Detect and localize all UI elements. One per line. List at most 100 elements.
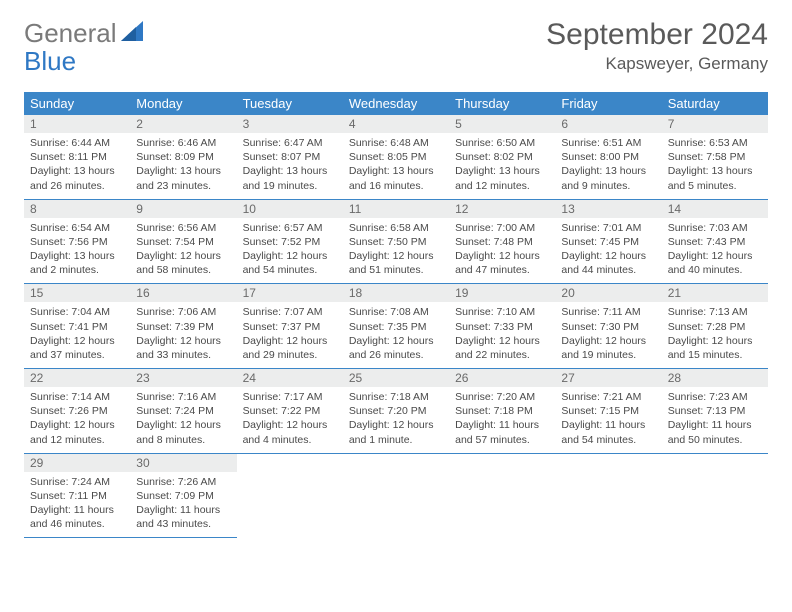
daylight-line2: and 15 minutes. (668, 348, 762, 362)
sunset-text: Sunset: 7:56 PM (30, 235, 124, 249)
calendar-cell: 5Sunrise: 6:50 AMSunset: 8:02 PMDaylight… (449, 115, 555, 199)
sunset-text: Sunset: 7:22 PM (243, 404, 337, 418)
sunset-text: Sunset: 7:48 PM (455, 235, 549, 249)
calendar-cell: 18Sunrise: 7:08 AMSunset: 7:35 PMDayligh… (343, 284, 449, 369)
calendar-cell: 14Sunrise: 7:03 AMSunset: 7:43 PMDayligh… (662, 199, 768, 284)
brand-part2-wrap: Blue (24, 46, 76, 77)
day-details: Sunrise: 7:20 AMSunset: 7:18 PMDaylight:… (449, 387, 555, 453)
daylight-line2: and 8 minutes. (136, 433, 230, 447)
day-number: 23 (130, 369, 236, 387)
day-details: Sunrise: 6:47 AMSunset: 8:07 PMDaylight:… (237, 133, 343, 199)
sunrise-text: Sunrise: 7:26 AM (136, 475, 230, 489)
day-number: 12 (449, 200, 555, 218)
day-details: Sunrise: 7:21 AMSunset: 7:15 PMDaylight:… (555, 387, 661, 453)
weekday-header: Wednesday (343, 92, 449, 115)
day-number: 3 (237, 115, 343, 133)
sunset-text: Sunset: 7:43 PM (668, 235, 762, 249)
sunrise-text: Sunrise: 7:18 AM (349, 390, 443, 404)
day-details: Sunrise: 7:26 AMSunset: 7:09 PMDaylight:… (130, 472, 236, 538)
daylight-line1: Daylight: 11 hours (561, 418, 655, 432)
sunrise-text: Sunrise: 7:07 AM (243, 305, 337, 319)
day-number: 13 (555, 200, 661, 218)
daylight-line1: Daylight: 12 hours (243, 249, 337, 263)
sunset-text: Sunset: 7:11 PM (30, 489, 124, 503)
calendar-cell: 30Sunrise: 7:26 AMSunset: 7:09 PMDayligh… (130, 453, 236, 538)
day-number: 15 (24, 284, 130, 302)
weekday-header: Sunday (24, 92, 130, 115)
daylight-line2: and 16 minutes. (349, 179, 443, 193)
calendar-cell: 27Sunrise: 7:21 AMSunset: 7:15 PMDayligh… (555, 369, 661, 454)
daylight-line2: and 19 minutes. (561, 348, 655, 362)
daylight-line1: Daylight: 13 hours (30, 249, 124, 263)
sunrise-text: Sunrise: 7:21 AM (561, 390, 655, 404)
weekday-header: Tuesday (237, 92, 343, 115)
sunset-text: Sunset: 7:09 PM (136, 489, 230, 503)
sunset-text: Sunset: 8:05 PM (349, 150, 443, 164)
day-details: Sunrise: 7:18 AMSunset: 7:20 PMDaylight:… (343, 387, 449, 453)
brand-part1: General (24, 18, 117, 49)
sunrise-text: Sunrise: 7:08 AM (349, 305, 443, 319)
daylight-line2: and 51 minutes. (349, 263, 443, 277)
day-number: 30 (130, 454, 236, 472)
sunset-text: Sunset: 7:52 PM (243, 235, 337, 249)
daylight-line1: Daylight: 13 hours (243, 164, 337, 178)
daylight-line1: Daylight: 12 hours (30, 418, 124, 432)
daylight-line1: Daylight: 12 hours (136, 334, 230, 348)
daylight-line2: and 19 minutes. (243, 179, 337, 193)
calendar-cell: 22Sunrise: 7:14 AMSunset: 7:26 PMDayligh… (24, 369, 130, 454)
daylight-line1: Daylight: 12 hours (455, 334, 549, 348)
day-number: 24 (237, 369, 343, 387)
daylight-line1: Daylight: 11 hours (30, 503, 124, 517)
daylight-line1: Daylight: 11 hours (668, 418, 762, 432)
sunset-text: Sunset: 8:09 PM (136, 150, 230, 164)
day-details: Sunrise: 7:11 AMSunset: 7:30 PMDaylight:… (555, 302, 661, 368)
sunset-text: Sunset: 8:11 PM (30, 150, 124, 164)
weekday-header: Thursday (449, 92, 555, 115)
sunrise-text: Sunrise: 7:06 AM (136, 305, 230, 319)
calendar-body: 1Sunrise: 6:44 AMSunset: 8:11 PMDaylight… (24, 115, 768, 538)
daylight-line2: and 33 minutes. (136, 348, 230, 362)
day-number: 18 (343, 284, 449, 302)
day-details: Sunrise: 6:54 AMSunset: 7:56 PMDaylight:… (24, 218, 130, 284)
sunset-text: Sunset: 7:26 PM (30, 404, 124, 418)
calendar-cell: 11Sunrise: 6:58 AMSunset: 7:50 PMDayligh… (343, 199, 449, 284)
day-details: Sunrise: 6:58 AMSunset: 7:50 PMDaylight:… (343, 218, 449, 284)
day-number: 9 (130, 200, 236, 218)
sunrise-text: Sunrise: 6:58 AM (349, 221, 443, 235)
daylight-line1: Daylight: 12 hours (349, 249, 443, 263)
daylight-line2: and 23 minutes. (136, 179, 230, 193)
calendar-head: Sunday Monday Tuesday Wednesday Thursday… (24, 92, 768, 115)
day-number: 10 (237, 200, 343, 218)
calendar-cell: 10Sunrise: 6:57 AMSunset: 7:52 PMDayligh… (237, 199, 343, 284)
day-number: 29 (24, 454, 130, 472)
weekday-header: Monday (130, 92, 236, 115)
day-details: Sunrise: 7:04 AMSunset: 7:41 PMDaylight:… (24, 302, 130, 368)
daylight-line2: and 40 minutes. (668, 263, 762, 277)
day-number: 27 (555, 369, 661, 387)
sunrise-text: Sunrise: 6:46 AM (136, 136, 230, 150)
calendar-cell: 7Sunrise: 6:53 AMSunset: 7:58 PMDaylight… (662, 115, 768, 199)
brand-logo: General (24, 18, 145, 49)
sunset-text: Sunset: 7:37 PM (243, 320, 337, 334)
sunrise-text: Sunrise: 7:20 AM (455, 390, 549, 404)
day-number: 28 (662, 369, 768, 387)
day-number: 19 (449, 284, 555, 302)
day-details: Sunrise: 7:17 AMSunset: 7:22 PMDaylight:… (237, 387, 343, 453)
calendar-cell: 19Sunrise: 7:10 AMSunset: 7:33 PMDayligh… (449, 284, 555, 369)
title-block: September 2024 Kapsweyer, Germany (546, 18, 768, 74)
calendar-row: 8Sunrise: 6:54 AMSunset: 7:56 PMDaylight… (24, 199, 768, 284)
sunset-text: Sunset: 7:13 PM (668, 404, 762, 418)
daylight-line1: Daylight: 13 hours (349, 164, 443, 178)
sunrise-text: Sunrise: 6:53 AM (668, 136, 762, 150)
sunset-text: Sunset: 7:50 PM (349, 235, 443, 249)
sunset-text: Sunset: 7:45 PM (561, 235, 655, 249)
daylight-line1: Daylight: 13 hours (30, 164, 124, 178)
daylight-line2: and 54 minutes. (561, 433, 655, 447)
day-details: Sunrise: 7:13 AMSunset: 7:28 PMDaylight:… (662, 302, 768, 368)
day-details: Sunrise: 7:00 AMSunset: 7:48 PMDaylight:… (449, 218, 555, 284)
calendar-cell: 23Sunrise: 7:16 AMSunset: 7:24 PMDayligh… (130, 369, 236, 454)
daylight-line1: Daylight: 12 hours (561, 334, 655, 348)
day-number: 26 (449, 369, 555, 387)
calendar-cell: 29Sunrise: 7:24 AMSunset: 7:11 PMDayligh… (24, 453, 130, 538)
day-number: 6 (555, 115, 661, 133)
